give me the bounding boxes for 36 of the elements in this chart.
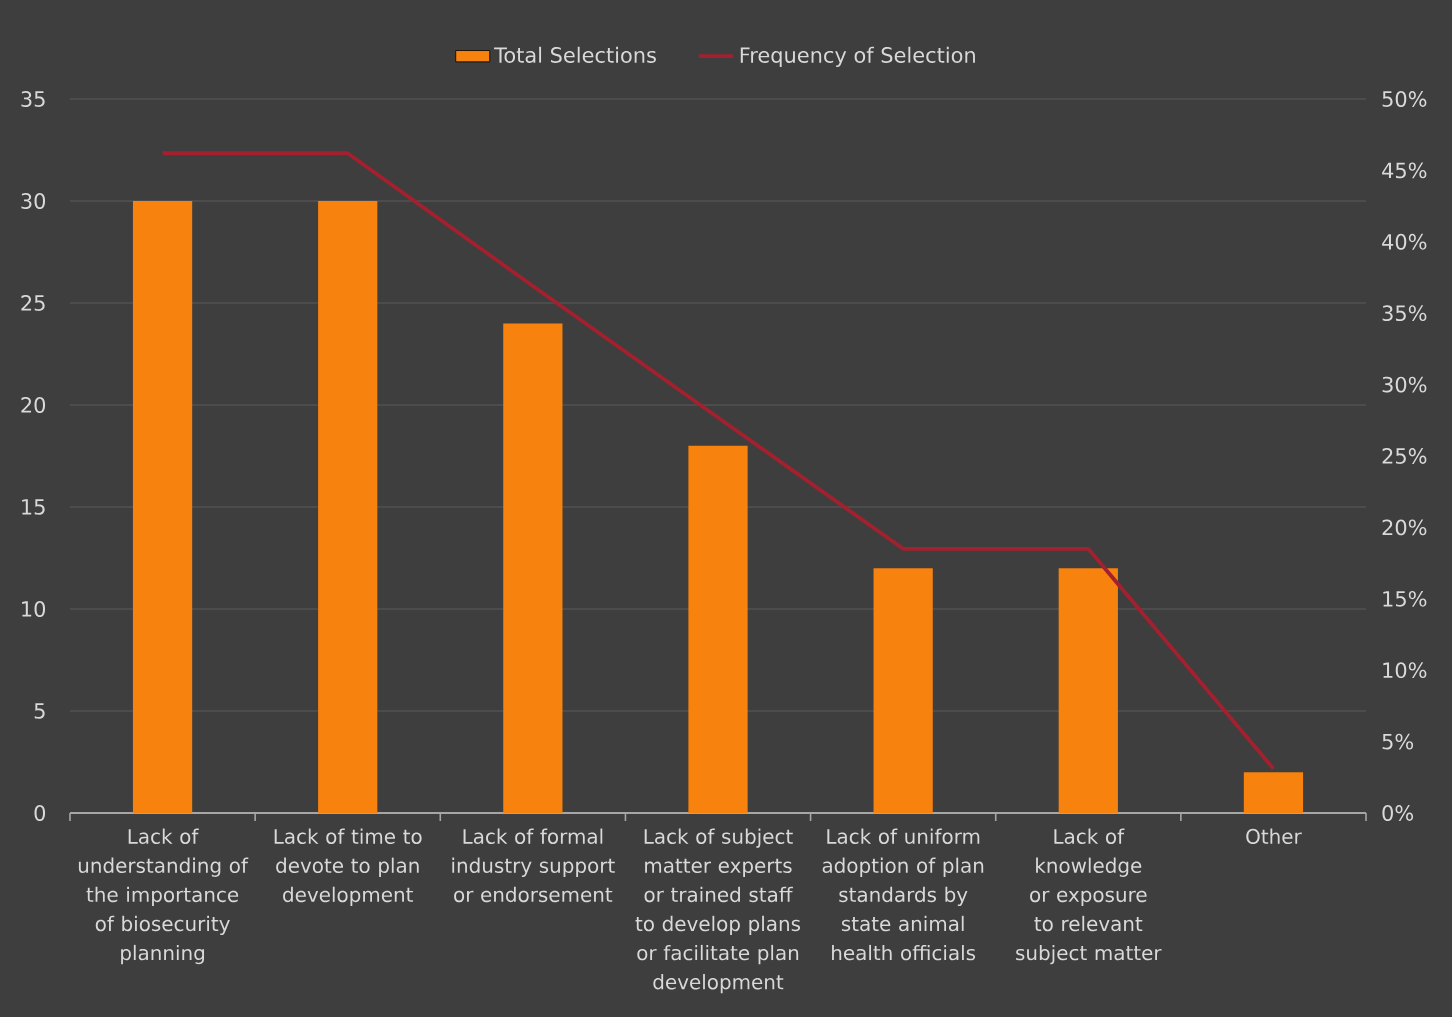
x-tick-label: Other [1246,828,1302,844]
bar [1243,772,1304,813]
x-tick-label: Lack of formal industry support or endorsement [452,828,615,903]
y-tick-label: 0 [34,805,46,821]
x-tick-label: Lack of time to devote to plan development [274,828,422,907]
y-tick-label: 35 [21,91,45,107]
x-tick-label: Lack of understanding of the importance of biosecurity planning [78,828,249,965]
y-tick-label: 15 [22,499,45,515]
bar [318,200,378,813]
y2-tick-label: 10% [1383,662,1427,679]
y2-tick-label: 0% [1382,805,1414,821]
bar [503,323,563,813]
x-tick-label: Lack of knowledge or exposure to relevant subject matter [1016,828,1162,965]
y-tick-label: 30 [21,193,46,209]
bar [132,200,193,813]
y-tick-label: 5 [34,703,45,719]
y-tick-label: 10 [22,601,46,617]
line-series [160,151,1276,771]
x-tick-label: Lack of uniform adoption of plan standards by state animal health officials [822,828,984,961]
bar [1058,568,1118,813]
y2-tick-label: 15% [1383,590,1427,607]
bar [688,445,748,813]
x-tick-label: Lack of subject matter experts or trained staff to develop plans or facilitate plan development [635,828,801,994]
y2-tick-label: 50% [1382,91,1427,107]
y2-tick-label: 35% [1382,305,1427,322]
y2-tick-label: 40% [1382,233,1427,250]
y2-tick-label: 25% [1382,448,1427,464]
bar [873,568,933,813]
legend-label: Total Selections [494,46,656,63]
y-tick-label: 25 [21,295,45,311]
y2-tick-label: 30% [1382,376,1427,393]
legend-label: Frequency of Selection [740,46,975,67]
y2-tick-label: 45% [1382,162,1427,179]
y-tick-label: 20 [21,397,46,413]
y2-tick-label: 5% [1382,733,1414,750]
y2-tick-label: 20% [1382,519,1427,536]
